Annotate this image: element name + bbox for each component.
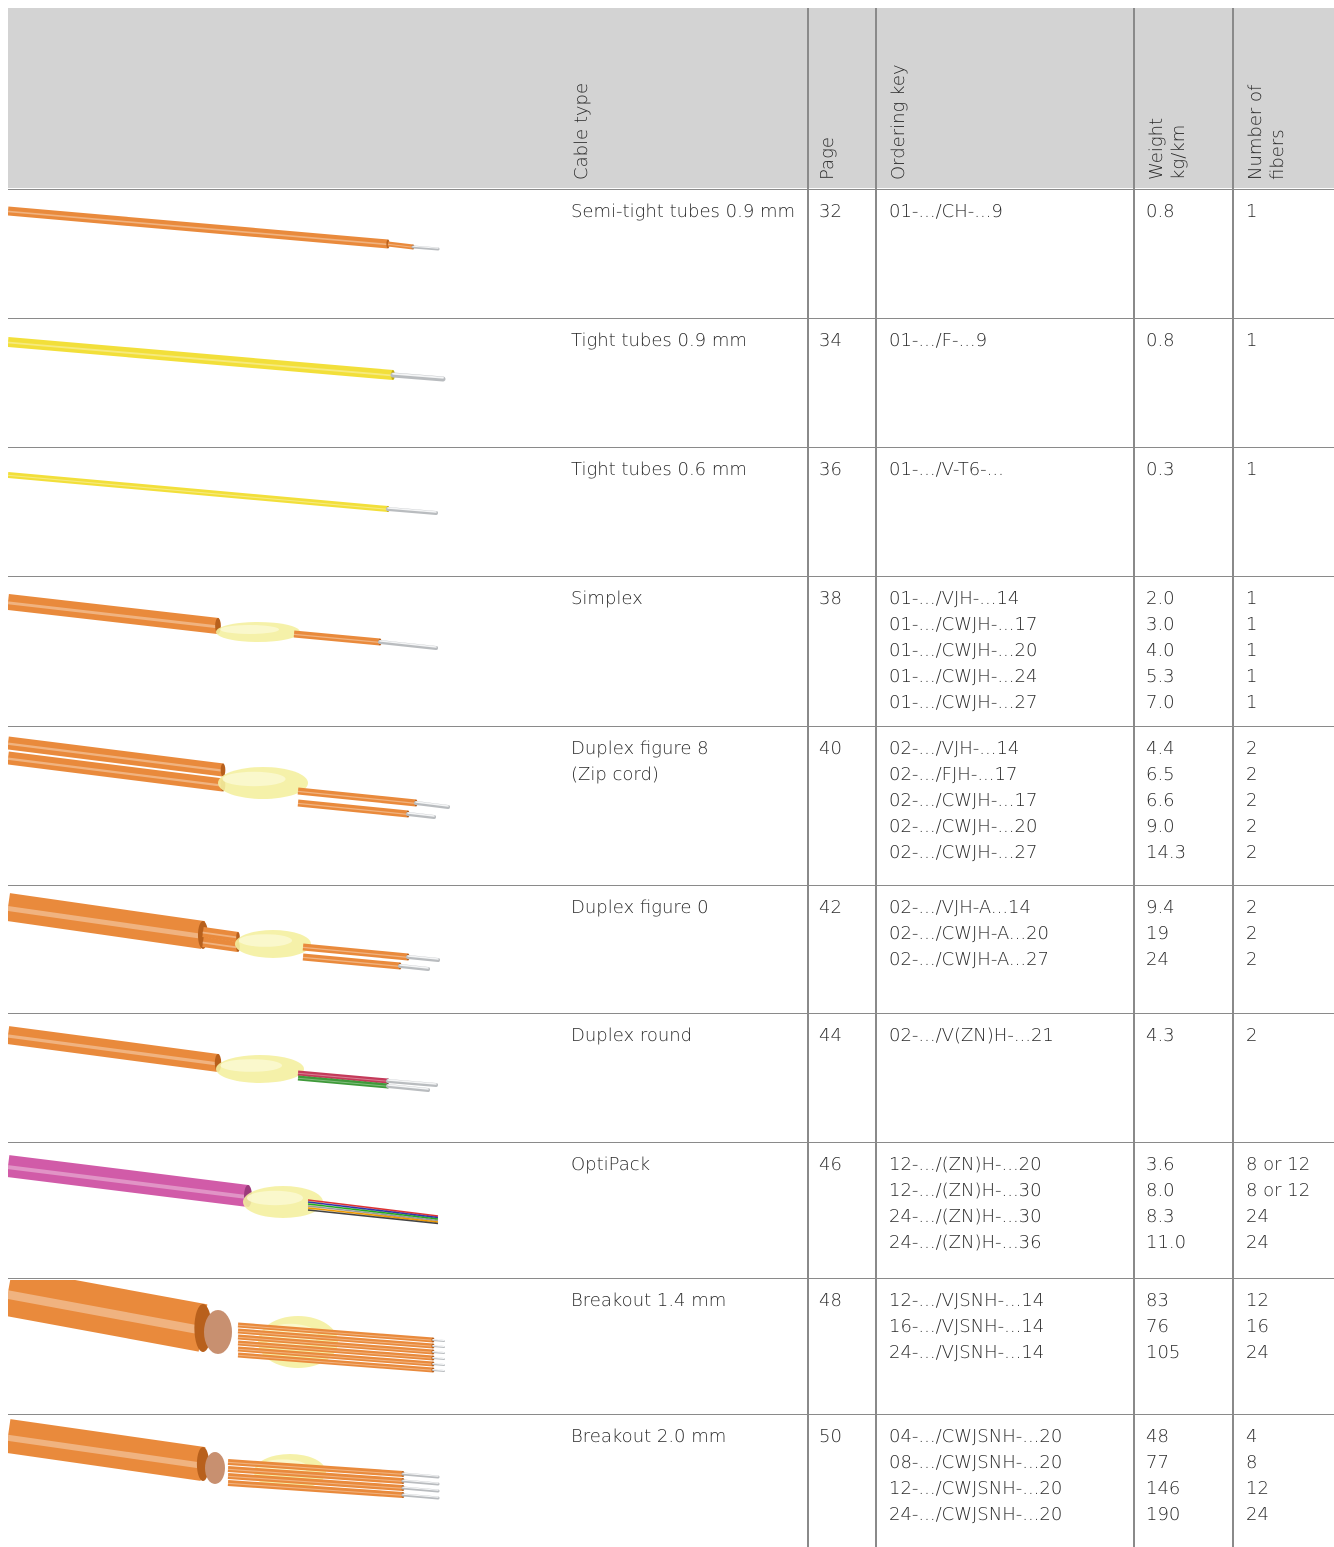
- cable-illustration: [8, 472, 438, 515]
- table-header: [8, 8, 1334, 188]
- row-separator: [8, 447, 1334, 448]
- cable-illustration: [8, 1280, 445, 1373]
- ordering-key-cell: 02-.../VJH-...14 02-.../FJH-...17 02-.../C…: [889, 738, 1038, 863]
- ordering-key-cell: 02-.../VJH-A...14 02-.../CWJH-A...20 02-..…: [889, 897, 1050, 970]
- ordering-key-cell: 12-.../(ZN)H-...20 12-.../(ZN)H-...30 24-.…: [889, 1154, 1042, 1253]
- cable-type-cell: Simplex: [571, 588, 643, 609]
- ordering-key-cell: 12-.../VJSNH-...14 16-.../VJSNH-...14 24-.…: [889, 1290, 1045, 1363]
- page-cell: 42: [819, 897, 842, 918]
- fibers-cell: 1: [1246, 201, 1258, 222]
- cable-illustration: [8, 594, 438, 650]
- column-rule: [1232, 8, 1234, 1547]
- fibers-cell: 1: [1246, 330, 1258, 351]
- cable-type-cell: Breakout 1.4 mm: [571, 1290, 727, 1311]
- row-separator: [8, 1414, 1334, 1415]
- cable-illustration: [8, 1155, 439, 1225]
- weight-cell: 48 77 146 190: [1146, 1426, 1181, 1525]
- weight-cell: 9.4 19 24: [1146, 897, 1175, 970]
- page-cell: 36: [819, 459, 842, 480]
- cable-type-cell: Tight tubes 0.9 mm: [571, 330, 747, 351]
- header-cable-type: Cable type: [571, 82, 592, 180]
- fibers-cell: 1: [1246, 459, 1258, 480]
- cable-type-cell: Semi-tight tubes 0.9 mm: [571, 201, 796, 222]
- column-rule: [807, 8, 809, 1547]
- fibers-cell: 2: [1246, 1025, 1258, 1046]
- ordering-key-cell: 01-.../V-T6-...: [889, 459, 1004, 480]
- page-cell: 34: [819, 330, 842, 351]
- header-weight: Weight kg/km: [1146, 117, 1189, 180]
- page-cell: 48: [819, 1290, 842, 1311]
- cable-illustration: [8, 1419, 440, 1500]
- cable-type-cell: Tight tubes 0.6 mm: [571, 459, 747, 480]
- weight-cell: 0.3: [1146, 459, 1175, 480]
- cable-illustration: [8, 736, 450, 819]
- header-ordering-key: Ordering key: [888, 64, 909, 180]
- page-cell: 50: [819, 1426, 842, 1447]
- row-separator: [8, 1013, 1334, 1014]
- cable-illustration: [8, 337, 446, 382]
- weight-cell: 4.3: [1146, 1025, 1175, 1046]
- ordering-key-cell: 01-.../CH-...9: [889, 201, 1003, 222]
- weight-cell: 2.0 3.0 4.0 5.3 7.0: [1146, 588, 1175, 713]
- cable-type-cell: Duplex round: [571, 1025, 693, 1046]
- page-cell: 46: [819, 1154, 842, 1175]
- page-cell: 44: [819, 1025, 842, 1046]
- column-rule: [1133, 8, 1135, 1547]
- cable-illustration: [8, 1026, 438, 1092]
- row-separator: [8, 189, 1334, 190]
- weight-cell: 83 76 105: [1146, 1290, 1181, 1363]
- weight-cell: 4.4 6.5 6.6 9.0 14.3: [1146, 738, 1187, 863]
- weight-cell: 3.6 8.0 8.3 11.0: [1146, 1154, 1187, 1253]
- page-cell: 32: [819, 201, 842, 222]
- header-page: Page: [817, 137, 838, 180]
- row-separator: [8, 1278, 1334, 1279]
- cable-type-cell: OptiPack: [571, 1154, 651, 1175]
- page-cell: 38: [819, 588, 842, 609]
- cable-illustration: [8, 206, 440, 251]
- column-rule: [875, 8, 877, 1547]
- weight-cell: 0.8: [1146, 330, 1175, 351]
- fibers-cell: 4 8 12 24: [1246, 1426, 1269, 1525]
- ordering-key-cell: 04-.../CWJSNH-...20 08-.../CWJSNH-...20 12…: [889, 1426, 1063, 1525]
- ordering-key-cell: 02-.../V(ZN)H-...21: [889, 1025, 1054, 1046]
- cable-type-cell: Breakout 2.0 mm: [571, 1426, 727, 1447]
- row-separator: [8, 318, 1334, 319]
- cable-illustration: [8, 893, 440, 971]
- page-cell: 40: [819, 738, 842, 759]
- ordering-key-cell: 01-.../F-...9: [889, 330, 988, 351]
- row-separator: [8, 1142, 1334, 1143]
- row-separator: [8, 885, 1334, 886]
- cable-type-cell: Duplex figure 8 (Zip cord): [571, 738, 709, 785]
- cable-type-cell: Duplex figure 0: [571, 897, 709, 918]
- row-separator: [8, 726, 1334, 727]
- weight-cell: 0.8: [1146, 201, 1175, 222]
- fibers-cell: 8 or 12 8 or 12 24 24: [1246, 1154, 1311, 1253]
- fibers-cell: 12 16 24: [1246, 1290, 1269, 1363]
- header-number-of-fibers: Number of fibers: [1245, 84, 1288, 180]
- ordering-key-cell: 01-.../VJH-...14 01-.../CWJH-...17 01-.../…: [889, 588, 1038, 713]
- row-separator: [8, 576, 1334, 577]
